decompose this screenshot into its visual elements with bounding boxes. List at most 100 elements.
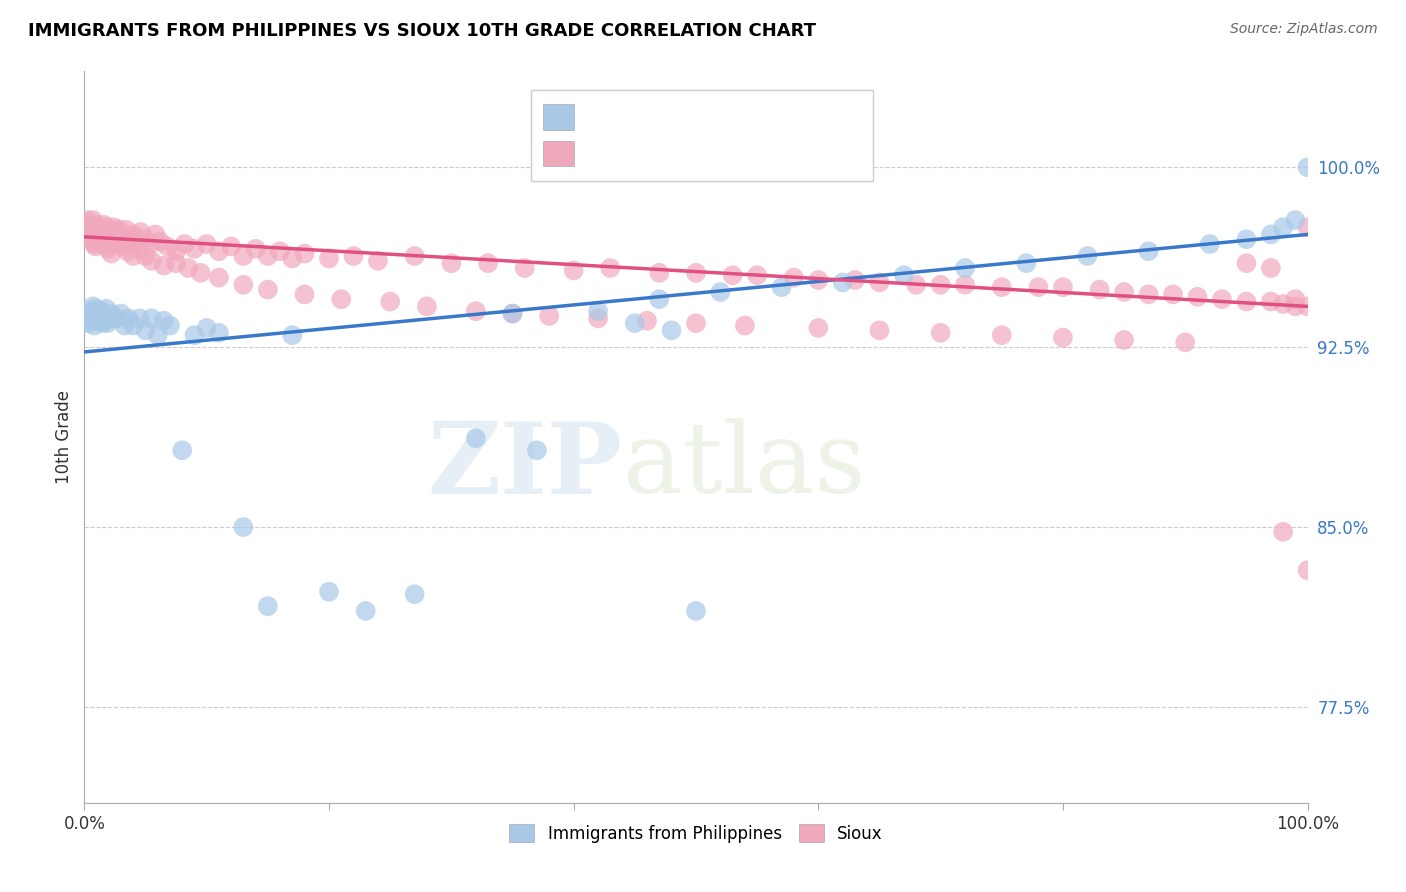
Point [190, 266, 212, 280]
Point [232, 249, 254, 263]
FancyBboxPatch shape [531, 90, 873, 181]
Point [90, 304, 112, 318]
Point [104, 311, 127, 326]
Point [1052, 330, 1074, 344]
Point [87, 230, 110, 244]
Point [685, 316, 707, 330]
Point [624, 316, 647, 330]
Point [125, 235, 148, 249]
Point [330, 292, 353, 306]
Point [77, 316, 100, 330]
Point [82, 299, 104, 313]
Point [105, 225, 128, 239]
Text: R = -0.201: R = -0.201 [581, 145, 681, 162]
Point [156, 239, 179, 253]
Text: N =  63: N = 63 [727, 108, 797, 126]
Point [1015, 256, 1038, 270]
Point [869, 276, 891, 290]
Point [294, 287, 316, 301]
Point [117, 311, 139, 326]
Point [354, 604, 377, 618]
Point [1137, 287, 1160, 301]
Text: ZIP: ZIP [427, 417, 623, 515]
Point [991, 328, 1014, 343]
Point [195, 237, 218, 252]
Point [783, 270, 806, 285]
Point [90, 222, 112, 236]
Text: atlas: atlas [623, 418, 865, 514]
Point [1114, 333, 1136, 347]
Point [586, 311, 609, 326]
Point [105, 232, 128, 246]
Text: IMMIGRANTS FROM PHILIPPINES VS SIOUX 10TH GRADE CORRELATION CHART: IMMIGRANTS FROM PHILIPPINES VS SIOUX 10T… [28, 22, 815, 40]
Text: Source: ZipAtlas.com: Source: ZipAtlas.com [1230, 22, 1378, 37]
Point [257, 249, 280, 263]
Point [83, 237, 105, 252]
Point [105, 311, 128, 326]
Point [76, 213, 98, 227]
Point [685, 604, 707, 618]
Point [183, 242, 205, 256]
Point [1236, 232, 1258, 246]
Point [1284, 292, 1306, 306]
Point [807, 273, 830, 287]
Point [953, 277, 976, 292]
Point [1114, 285, 1136, 299]
Point [122, 318, 145, 333]
Point [404, 587, 426, 601]
Point [770, 280, 793, 294]
Point [294, 246, 316, 260]
Point [84, 225, 107, 239]
Point [86, 218, 108, 232]
Point [110, 307, 132, 321]
Point [661, 323, 683, 337]
Point [143, 227, 166, 242]
Y-axis label: 10th Grade: 10th Grade [55, 390, 73, 484]
Point [721, 268, 744, 283]
Point [97, 235, 120, 249]
Point [1272, 524, 1295, 539]
Point [100, 246, 122, 260]
Point [219, 239, 242, 253]
Point [79, 220, 101, 235]
Point [1088, 283, 1111, 297]
Point [1236, 294, 1258, 309]
Point [1198, 237, 1220, 252]
Point [1028, 280, 1050, 294]
Point [1137, 244, 1160, 259]
Point [97, 230, 120, 244]
Point [1272, 297, 1295, 311]
Point [342, 249, 364, 263]
Point [97, 311, 120, 326]
Point [648, 292, 671, 306]
Point [146, 328, 169, 343]
Point [807, 321, 830, 335]
Point [98, 222, 121, 236]
Point [183, 328, 205, 343]
Point [562, 263, 585, 277]
Point [464, 431, 486, 445]
Bar [543, 104, 574, 130]
Point [1296, 161, 1319, 175]
Point [1161, 287, 1184, 301]
Point [128, 311, 150, 326]
Point [929, 326, 952, 340]
Point [110, 227, 132, 242]
Point [318, 584, 340, 599]
Point [1174, 335, 1197, 350]
Point [1076, 249, 1098, 263]
Point [502, 307, 524, 321]
Point [91, 316, 114, 330]
Point [83, 318, 105, 333]
Point [97, 316, 120, 330]
Point [281, 252, 304, 266]
Point [89, 311, 111, 326]
Point [869, 323, 891, 337]
Point [404, 249, 426, 263]
Point [173, 237, 195, 252]
Point [1187, 290, 1209, 304]
Point [153, 314, 176, 328]
Point [87, 220, 110, 235]
Point [1296, 563, 1319, 577]
Point [149, 235, 172, 249]
